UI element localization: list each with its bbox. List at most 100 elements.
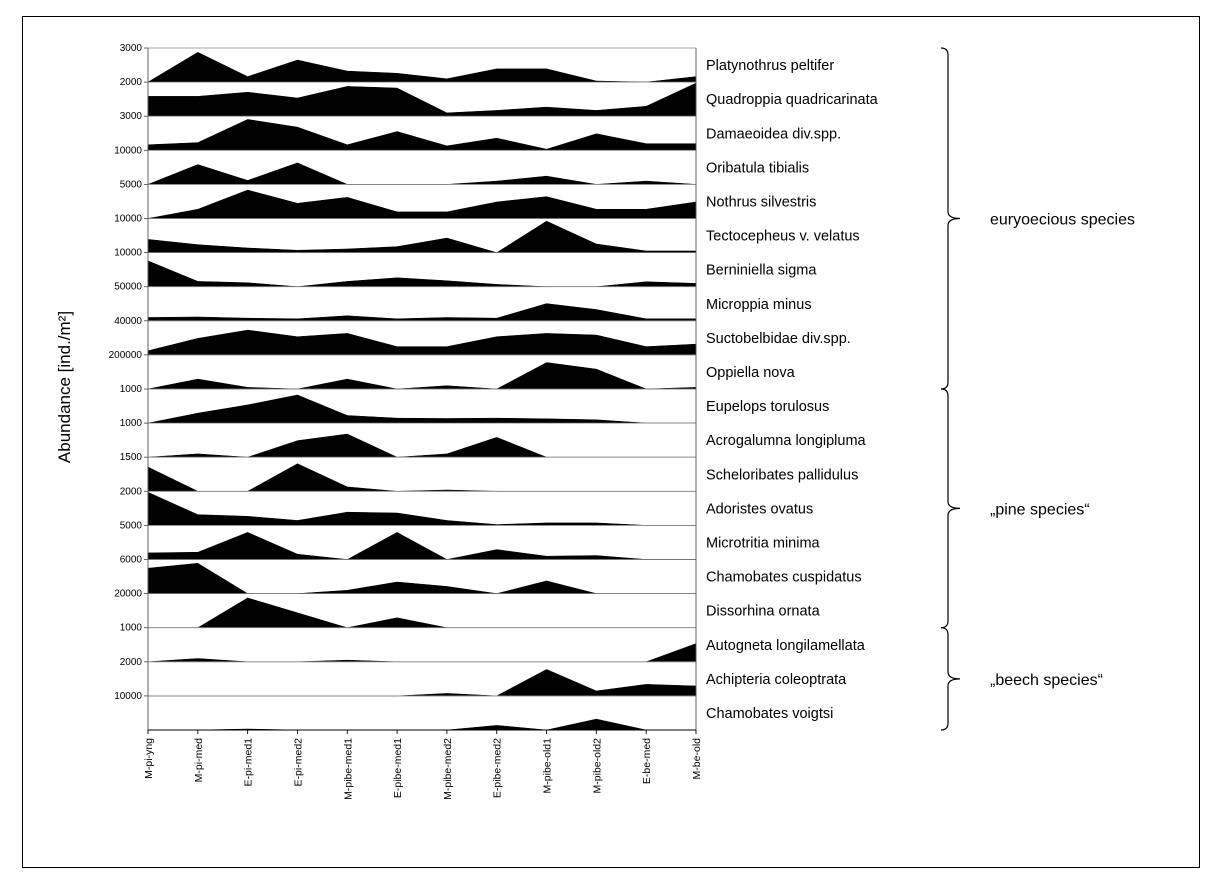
species-panels: 3000 Platynothrus peltifer 2000 Quadroppia … bbox=[109, 43, 879, 731]
x-tick-label: E-be-med bbox=[641, 738, 653, 784]
x-axis-ticks: M-pi-yng M-pi-med E-pi-med1 E-pi-med2 M-pibe… bbox=[143, 730, 703, 800]
x-tick-label: E-pi-med1 bbox=[243, 738, 255, 787]
group-brace bbox=[940, 627, 961, 731]
y-max-label: 1000 bbox=[120, 384, 143, 395]
species-label: Acrogalumna longipluma bbox=[706, 433, 867, 449]
species-label: Nothrus silvestris bbox=[706, 194, 816, 210]
panel-chamobates-voigtsi: 10000 Chamobates voigtsi bbox=[114, 691, 833, 731]
y-max-label: 1500 bbox=[120, 452, 143, 463]
panel-nothrus-silvestris: 5000 Nothrus silvestris bbox=[120, 179, 816, 219]
area-autogneta-longilamellata bbox=[147, 643, 697, 663]
panel-chamobates-cuspidatus: 6000 Chamobates cuspidatus bbox=[120, 555, 862, 594]
x-tick-label: M-pibe-med2 bbox=[442, 738, 454, 800]
panel-microtritia-minima: 5000 Microtritia minima bbox=[120, 520, 821, 560]
y-max-label: 5000 bbox=[120, 179, 143, 190]
y-max-label: 20000 bbox=[114, 589, 142, 600]
x-tick-label: M-be-old bbox=[691, 738, 703, 780]
area-quadroppia-quadricarinata bbox=[147, 82, 697, 117]
species-label: Adoristes ovatus bbox=[706, 501, 813, 517]
species-groups: euryoecious species „pine species“ „beech … bbox=[940, 47, 1135, 731]
panel-suctobelbidae-div-spp: 40000 Suctobelbidae div.spp. bbox=[114, 316, 851, 356]
group-label: „beech species“ bbox=[990, 672, 1103, 689]
figure-frame: Abundance [ind./m²] 3000 Platynothrus pel… bbox=[22, 16, 1200, 868]
area-microtritia-minima bbox=[147, 532, 696, 560]
species-label: Chamobates voigtsi bbox=[706, 706, 833, 722]
area-damaeoidea-div-spp bbox=[147, 119, 697, 151]
species-label: Microtritia minima bbox=[706, 535, 821, 551]
y-max-label: 200000 bbox=[109, 350, 143, 361]
species-label: Suctobelbidae div.spp. bbox=[706, 331, 851, 347]
abundance-kite-chart: Abundance [ind./m²] 3000 Platynothrus pel… bbox=[55, 43, 1135, 800]
y-max-label: 10000 bbox=[114, 248, 142, 259]
area-oribatula-tibialis bbox=[147, 162, 697, 185]
y-max-label: 40000 bbox=[114, 316, 142, 327]
species-label: Platynothrus peltifer bbox=[706, 58, 834, 74]
y-max-label: 2000 bbox=[120, 77, 143, 88]
species-label: Dissorhina ornata bbox=[706, 604, 821, 620]
panel-damaeoidea-div-spp: 3000 Damaeoidea div.spp. bbox=[120, 111, 841, 151]
area-dissorhina-ornata bbox=[148, 597, 696, 628]
group-label: euryoecious species bbox=[990, 212, 1135, 229]
species-label: Damaeoidea div.spp. bbox=[706, 126, 841, 142]
panel-eupelops-torulosus: 1000 Eupelops torulosus bbox=[120, 384, 829, 424]
panel-berniniella-sigma: 10000 Berniniella sigma bbox=[114, 248, 817, 287]
panel-dissorhina-ornata: 20000 Dissorhina ornata bbox=[114, 589, 821, 628]
y-max-label: 2000 bbox=[120, 657, 143, 668]
area-nothrus-silvestris bbox=[147, 189, 697, 219]
species-label: Microppia minus bbox=[706, 297, 812, 313]
area-chamobates-voigtsi bbox=[148, 718, 696, 731]
y-max-label: 10000 bbox=[114, 691, 142, 702]
area-eupelops-torulosus bbox=[147, 394, 696, 424]
x-tick-label: E-pi-med2 bbox=[292, 738, 304, 787]
panel-achipteria-coleoptrata: 2000 Achipteria coleoptrata bbox=[120, 657, 847, 697]
x-tick-label: M-pibe-med1 bbox=[342, 738, 354, 800]
group-label: „pine species“ bbox=[990, 501, 1090, 518]
y-max-label: 10000 bbox=[114, 145, 142, 156]
species-label: Autogneta longilamellata bbox=[706, 638, 866, 654]
panel-oribatula-tibialis: 10000 Oribatula tibialis bbox=[114, 145, 809, 185]
panel-acrogalumna-longipluma: 1000 Acrogalumna longipluma bbox=[120, 418, 867, 458]
area-platynothrus-peltifer bbox=[147, 52, 697, 83]
panel-oppiella-nova: 200000 Oppiella nova bbox=[109, 350, 796, 390]
y-max-label: 10000 bbox=[114, 214, 142, 225]
area-scheloribates-pallidulus bbox=[147, 463, 696, 492]
panel-adoristes-ovatus: 2000 Adoristes ovatus bbox=[120, 486, 813, 526]
area-tectocepheus-v-velatus bbox=[147, 220, 697, 253]
panel-platynothrus-peltifer: 3000 Platynothrus peltifer bbox=[120, 43, 834, 83]
area-acrogalumna-longipluma bbox=[147, 433, 696, 458]
x-tick-label: E-pibe-med1 bbox=[392, 738, 404, 798]
y-max-label: 3000 bbox=[120, 43, 143, 54]
panel-tectocepheus-v-velatus: 10000 Tectocepheus v. velatus bbox=[114, 214, 860, 253]
species-label: Oribatula tibialis bbox=[706, 160, 809, 176]
y-max-label: 2000 bbox=[120, 486, 143, 497]
area-oppiella-nova bbox=[147, 362, 697, 390]
x-tick-label: M-pibe-old1 bbox=[542, 738, 554, 794]
y-max-label: 1000 bbox=[120, 418, 143, 429]
species-label: Achipteria coleoptrata bbox=[706, 672, 847, 688]
y-max-label: 50000 bbox=[114, 282, 142, 293]
y-axis-label: Abundance [ind./m²] bbox=[55, 311, 74, 463]
panel-scheloribates-pallidulus: 1500 Scheloribates pallidulus bbox=[120, 452, 858, 492]
x-tick-label: M-pi-med bbox=[193, 738, 205, 782]
y-max-label: 1000 bbox=[120, 623, 143, 634]
y-max-label: 6000 bbox=[120, 555, 143, 566]
y-max-label: 3000 bbox=[120, 111, 143, 122]
group-brace bbox=[940, 388, 961, 629]
species-label: Quadroppia quadricarinata bbox=[706, 92, 879, 108]
x-tick-label: E-pibe-med2 bbox=[492, 738, 504, 798]
panel-autogneta-longilamellata: 1000 Autogneta longilamellata bbox=[120, 623, 866, 663]
y-max-label: 5000 bbox=[120, 520, 143, 531]
area-chamobates-cuspidatus bbox=[147, 563, 696, 594]
species-label: Berniniella sigma bbox=[706, 263, 817, 279]
panel-quadroppia-quadricarinata: 2000 Quadroppia quadricarinata bbox=[120, 77, 879, 117]
species-label: Scheloribates pallidulus bbox=[706, 467, 858, 483]
area-berniniella-sigma bbox=[147, 260, 697, 287]
species-label: Tectocepheus v. velatus bbox=[706, 229, 860, 245]
species-label: Oppiella nova bbox=[706, 365, 796, 381]
group-brace bbox=[940, 47, 961, 390]
area-achipteria-coleoptrata bbox=[148, 669, 697, 697]
species-label: Eupelops torulosus bbox=[706, 399, 829, 415]
area-adoristes-ovatus bbox=[147, 491, 696, 526]
area-microppia-minus bbox=[147, 303, 697, 322]
panel-microppia-minus: 50000 Microppia minus bbox=[114, 282, 812, 322]
